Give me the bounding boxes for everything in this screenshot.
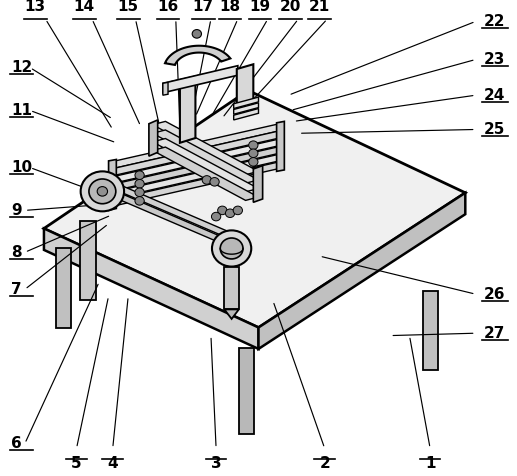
Polygon shape (111, 162, 279, 207)
Circle shape (249, 149, 258, 158)
Text: 4: 4 (108, 456, 118, 471)
Polygon shape (163, 82, 168, 95)
Circle shape (211, 212, 221, 221)
Polygon shape (103, 189, 230, 244)
Circle shape (81, 171, 124, 211)
Polygon shape (180, 79, 195, 143)
Circle shape (249, 141, 258, 149)
Text: 21: 21 (309, 0, 330, 14)
Circle shape (135, 197, 144, 205)
Polygon shape (234, 109, 258, 120)
Text: 9: 9 (11, 203, 22, 218)
Circle shape (212, 230, 251, 267)
Polygon shape (103, 181, 230, 236)
Text: 26: 26 (483, 287, 505, 302)
Circle shape (192, 30, 202, 38)
Polygon shape (80, 221, 96, 300)
Polygon shape (111, 131, 279, 176)
Polygon shape (111, 124, 279, 169)
Text: 10: 10 (11, 160, 33, 175)
Polygon shape (234, 97, 258, 109)
Polygon shape (234, 103, 258, 114)
Circle shape (249, 158, 258, 166)
Text: 22: 22 (483, 14, 505, 29)
Polygon shape (239, 348, 254, 434)
Polygon shape (56, 248, 71, 328)
Polygon shape (44, 90, 465, 327)
Text: 12: 12 (11, 60, 33, 75)
Circle shape (202, 176, 211, 184)
Polygon shape (423, 291, 438, 370)
Polygon shape (253, 166, 263, 202)
Circle shape (135, 171, 144, 179)
Text: 6: 6 (11, 436, 22, 451)
Text: 7: 7 (11, 282, 22, 297)
Circle shape (89, 179, 116, 204)
Polygon shape (258, 193, 465, 349)
Text: 13: 13 (25, 0, 45, 14)
Circle shape (210, 178, 219, 186)
Polygon shape (109, 159, 116, 210)
Polygon shape (153, 130, 258, 183)
Polygon shape (111, 147, 279, 191)
Text: 1: 1 (425, 456, 435, 471)
Polygon shape (111, 154, 279, 199)
Text: 23: 23 (483, 52, 505, 67)
Circle shape (97, 187, 108, 196)
Text: 18: 18 (220, 0, 240, 14)
Text: 27: 27 (483, 326, 505, 341)
Text: 17: 17 (193, 0, 214, 14)
Polygon shape (277, 121, 284, 171)
Polygon shape (149, 120, 158, 156)
Polygon shape (44, 228, 258, 349)
Polygon shape (163, 66, 238, 93)
Text: 11: 11 (11, 103, 33, 118)
Polygon shape (237, 64, 253, 115)
Polygon shape (224, 309, 239, 319)
Polygon shape (153, 139, 258, 192)
Text: 15: 15 (118, 0, 139, 14)
Text: 19: 19 (250, 0, 270, 14)
Circle shape (233, 206, 242, 215)
Polygon shape (165, 46, 231, 65)
Polygon shape (153, 121, 258, 175)
Polygon shape (171, 74, 206, 85)
Text: 14: 14 (74, 0, 95, 14)
Circle shape (220, 238, 243, 259)
Text: 5: 5 (71, 456, 82, 471)
Polygon shape (111, 139, 279, 184)
Text: 25: 25 (483, 122, 505, 137)
Circle shape (225, 209, 235, 218)
Polygon shape (153, 147, 258, 200)
Text: 8: 8 (11, 245, 22, 260)
Text: 24: 24 (483, 88, 505, 103)
Polygon shape (224, 267, 239, 309)
Text: 20: 20 (280, 0, 301, 14)
Text: 2: 2 (320, 456, 330, 471)
Circle shape (135, 179, 144, 188)
Circle shape (218, 206, 227, 215)
Text: 16: 16 (157, 0, 179, 14)
Text: 3: 3 (211, 456, 221, 471)
Circle shape (135, 188, 144, 197)
